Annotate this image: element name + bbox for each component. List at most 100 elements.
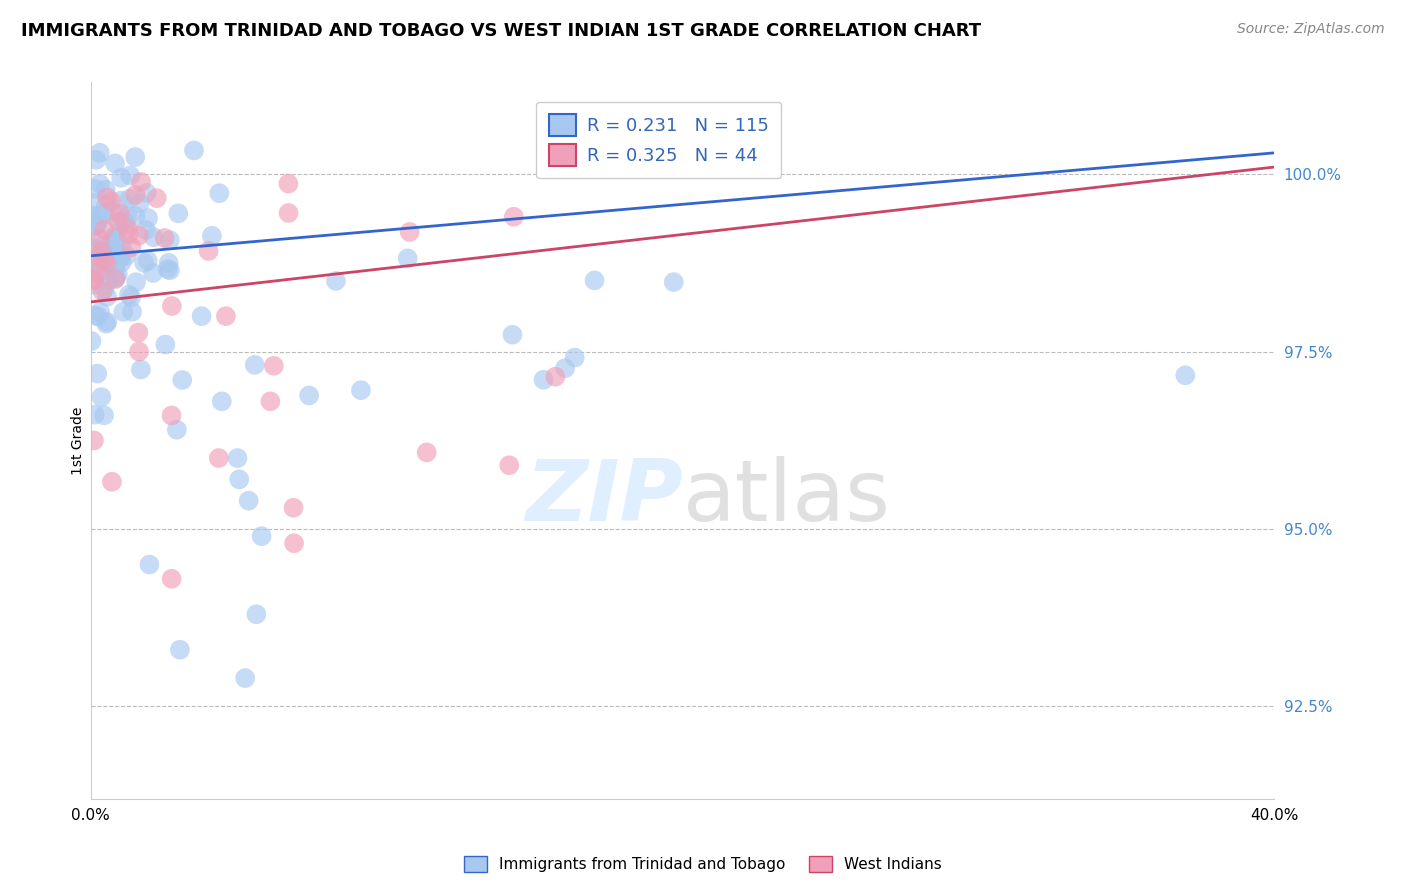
Point [159,233,181,247]
Point [167,206,190,220]
Legend: R = 0.231   N = 115, R = 0.325   N = 44: R = 0.231 N = 115, R = 0.325 N = 44 [536,102,782,178]
Point [104,272,127,286]
Point [121,304,143,318]
Point [83,272,105,286]
Point [91,285,114,299]
Point [84,309,107,323]
Point [160,409,183,423]
Point [100,194,122,209]
Point [104,271,127,285]
Point [90,207,112,221]
Point [135,223,157,237]
Point [396,252,419,266]
Point [259,394,281,409]
Point [83,255,105,269]
Point [112,213,135,227]
Point [82,277,104,292]
Point [153,231,176,245]
Point [124,209,146,223]
Point [115,249,138,263]
Text: Source: ZipAtlas.com: Source: ZipAtlas.com [1237,22,1385,37]
Point [128,344,150,359]
Point [107,246,129,260]
Point [136,253,159,268]
Point [398,225,420,239]
Legend: Immigrants from Trinidad and Tobago, West Indians: Immigrants from Trinidad and Tobago, Wes… [457,848,949,880]
Point [498,458,520,473]
Point [554,361,576,376]
Point [96,317,118,331]
Point [283,500,305,515]
Point [111,255,134,269]
Y-axis label: 1st Grade: 1st Grade [72,406,86,475]
Point [117,227,139,242]
Point [1174,368,1197,383]
Point [134,256,156,270]
Point [208,186,231,201]
Point [125,275,148,289]
Point [245,607,267,622]
Point [96,256,118,270]
Point [160,572,183,586]
Point [83,434,105,448]
Point [226,451,249,466]
Point [86,367,108,381]
Point [564,351,586,365]
Point [197,244,219,258]
Point [96,190,118,204]
Point [110,194,132,208]
Point [93,208,115,222]
Point [136,211,159,225]
Point [110,251,132,265]
Point [97,244,120,258]
Point [97,273,120,287]
Point [96,250,118,264]
Point [93,282,115,296]
Point [120,290,142,304]
Point [80,208,103,222]
Point [94,257,117,271]
Text: atlas: atlas [682,456,890,539]
Point [502,210,524,224]
Point [129,175,152,189]
Point [80,239,103,253]
Point [228,472,250,486]
Point [211,394,233,409]
Point [142,266,165,280]
Point [159,263,181,277]
Point [87,310,110,324]
Point [89,259,111,273]
Point [243,358,266,372]
Point [120,169,142,183]
Point [100,236,122,251]
Point [84,217,107,231]
Point [583,273,606,287]
Point [118,288,141,302]
Point [86,266,108,280]
Point [89,305,111,319]
Point [86,219,108,233]
Point [114,217,136,231]
Point [129,362,152,376]
Point [83,408,105,422]
Point [104,260,127,275]
Point [80,264,103,278]
Point [104,232,127,246]
Point [263,359,285,373]
Point [101,475,124,489]
Point [160,299,183,313]
Point [96,315,118,329]
Point [110,219,132,233]
Point [208,451,231,466]
Point [105,240,128,254]
Point [135,186,157,200]
Point [101,234,124,248]
Point [283,536,305,550]
Point [84,219,107,234]
Point [155,337,177,351]
Point [110,170,132,185]
Point [87,214,110,228]
Point [93,222,115,236]
Point [87,249,110,263]
Point [84,153,107,167]
